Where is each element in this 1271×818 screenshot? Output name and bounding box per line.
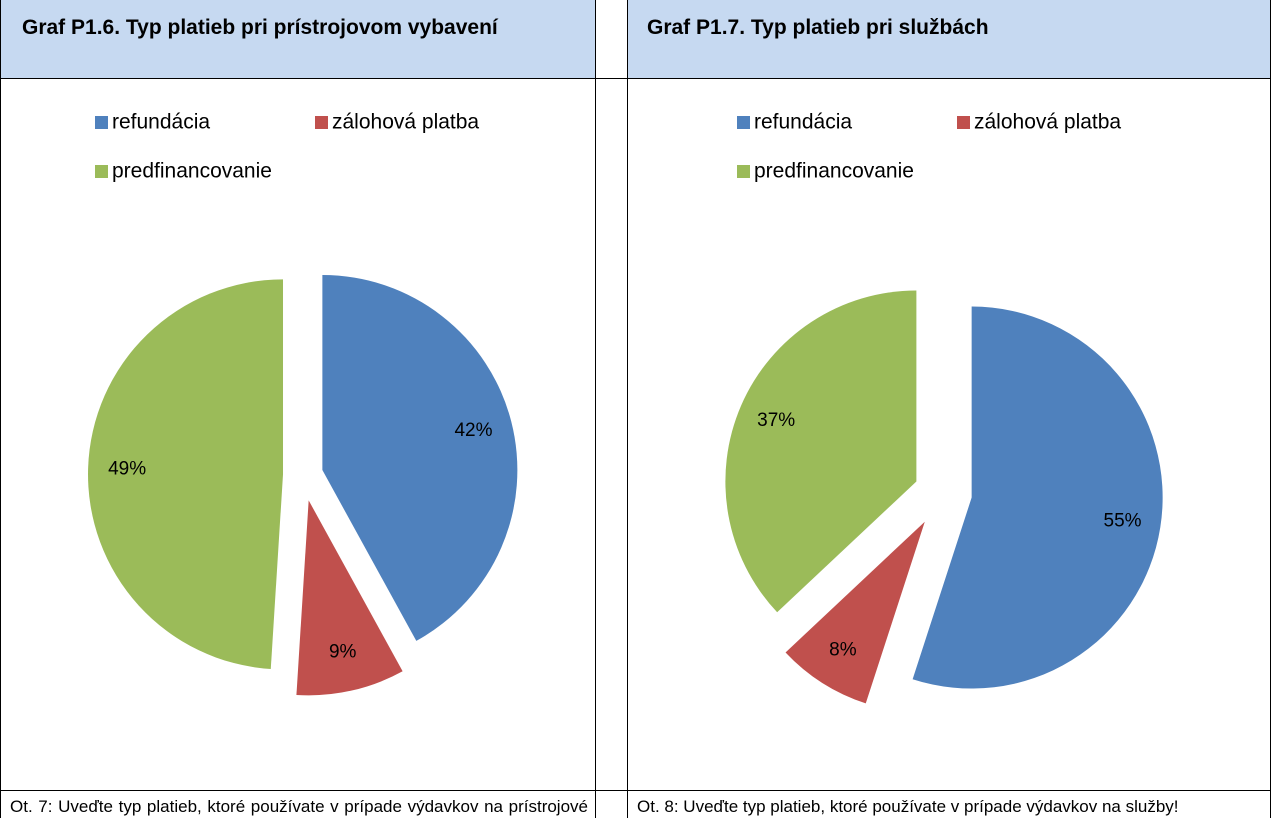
header-cell xyxy=(628,0,1270,78)
legend-label: predfinancovanie xyxy=(112,160,272,183)
data-label: 42% xyxy=(454,420,492,441)
chart-title: Graf P1.6. Typ platieb pri prístrojovom … xyxy=(22,16,498,39)
chart-title: Graf P1.7. Typ platieb pri službách xyxy=(647,16,989,39)
header-cell xyxy=(1,0,595,78)
caption: Ot. 7: Uveďte typ platieb, ktoré používa… xyxy=(10,797,588,816)
legend-label: refundácia xyxy=(754,111,852,134)
legend-swatch xyxy=(737,116,750,129)
pie-slice xyxy=(322,275,518,641)
legend-swatch xyxy=(95,116,108,129)
border xyxy=(0,0,1,818)
legend-label: zálohová platba xyxy=(974,111,1121,134)
pie-slice xyxy=(785,521,925,704)
pie-slice xyxy=(912,306,1163,689)
border xyxy=(0,78,1271,79)
data-label: 37% xyxy=(757,410,795,431)
data-label: 8% xyxy=(829,640,857,661)
legend-label: refundácia xyxy=(112,111,210,134)
legend-swatch xyxy=(95,165,108,178)
border xyxy=(595,0,596,818)
data-label: 49% xyxy=(108,458,146,479)
data-label: 55% xyxy=(1104,510,1142,531)
legend-swatch xyxy=(737,165,750,178)
pie-slice xyxy=(296,500,403,696)
legend-label: predfinancovanie xyxy=(754,160,914,183)
pie-slice xyxy=(88,279,284,669)
legend-swatch xyxy=(957,116,970,129)
legend-label: zálohová platba xyxy=(332,111,479,134)
caption: Ot. 8: Uveďte typ platieb, ktoré používa… xyxy=(637,797,1179,816)
border xyxy=(0,790,1271,791)
legend-swatch xyxy=(315,116,328,129)
data-label: 9% xyxy=(329,642,357,663)
border xyxy=(627,0,628,818)
pie-slice xyxy=(725,290,917,613)
